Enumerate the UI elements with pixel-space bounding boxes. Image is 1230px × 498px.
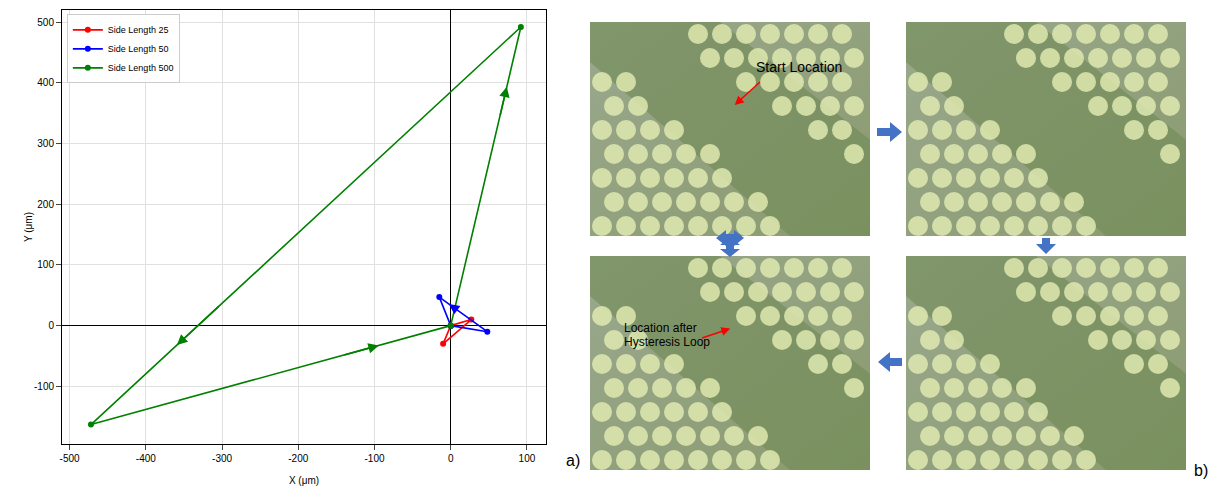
svg-text:400: 400 bbox=[37, 77, 54, 88]
svg-text:Location afterHysteresis Loop: Location afterHysteresis Loop bbox=[624, 321, 710, 349]
svg-text:0: 0 bbox=[48, 320, 54, 331]
svg-text:500: 500 bbox=[37, 17, 54, 28]
svg-text:b): b) bbox=[1194, 462, 1208, 479]
svg-text:200: 200 bbox=[37, 199, 54, 210]
svg-text:-300: -300 bbox=[212, 453, 232, 464]
svg-text:Side Length 25: Side Length 25 bbox=[108, 25, 169, 35]
svg-text:-200: -200 bbox=[288, 453, 308, 464]
svg-text:-100: -100 bbox=[364, 453, 384, 464]
svg-text:Start Location: Start Location bbox=[756, 59, 842, 75]
svg-text:-500: -500 bbox=[60, 453, 80, 464]
svg-text:100: 100 bbox=[519, 453, 536, 464]
svg-text:0: 0 bbox=[448, 453, 454, 464]
svg-text:X (μm): X (μm) bbox=[289, 475, 319, 486]
svg-text:300: 300 bbox=[37, 138, 54, 149]
svg-text:-400: -400 bbox=[136, 453, 156, 464]
svg-text:100: 100 bbox=[37, 259, 54, 270]
svg-text:Side Length 500: Side Length 500 bbox=[108, 63, 174, 73]
svg-text:Side Length 50: Side Length 50 bbox=[108, 44, 169, 54]
svg-text:-100: -100 bbox=[34, 381, 54, 392]
html-text:a): a) bbox=[566, 452, 581, 469]
svg-text:Y (μm): Y (μm) bbox=[23, 212, 34, 242]
